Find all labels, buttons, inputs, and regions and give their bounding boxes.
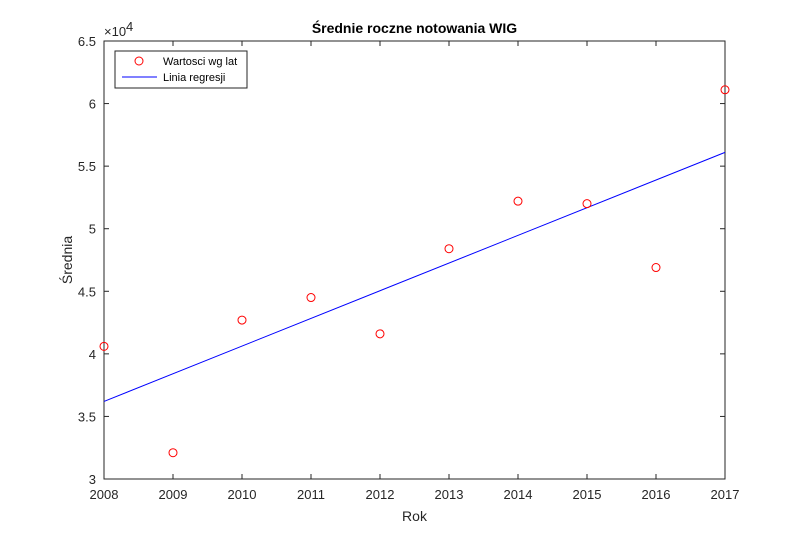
legend-label-points: Wartosci wg lat — [163, 56, 237, 68]
legend-label-regression: Linia regresji — [163, 72, 225, 84]
y-tick-label: 4 — [89, 347, 96, 362]
y-tick-label: 6 — [89, 97, 96, 112]
x-tick-label: 2013 — [435, 487, 464, 502]
y-tick-label: 6.5 — [78, 34, 96, 49]
x-tick-label: 2011 — [297, 487, 325, 502]
data-point — [513, 196, 523, 206]
data-point — [720, 85, 730, 95]
plot-area — [103, 40, 726, 480]
y-tick-label: 3.5 — [78, 409, 96, 424]
data-point — [375, 329, 385, 339]
data-point — [99, 341, 109, 351]
legend-marker-icon — [134, 56, 144, 66]
y-tick-label: 4.5 — [78, 284, 96, 299]
x-tick-label: 2014 — [504, 487, 533, 502]
y-axis-ticks: 3 3.5 4 4.5 5 5.5 6 6.5 — [78, 34, 725, 487]
x-tick-label: 2009 — [159, 487, 188, 502]
data-point — [582, 199, 592, 209]
data-point — [444, 244, 454, 254]
y-tick-label: 5.5 — [78, 159, 96, 174]
x-tick-label: 2008 — [90, 487, 119, 502]
x-tick-label: 2016 — [642, 487, 671, 502]
data-point — [651, 263, 661, 273]
x-tick-label: 2017 — [711, 487, 740, 502]
x-tick-label: 2010 — [228, 487, 257, 502]
exponent-base: ×10 — [104, 24, 126, 39]
series-layer — [99, 85, 730, 458]
legend: Wartosci wg lat Linia regresji — [114, 50, 248, 89]
regression-line — [103, 151, 726, 402]
x-axis-ticks: 2008 2009 2010 2011 2012 2013 2014 2015 2016 2017 — [90, 41, 740, 502]
y-tick-label: 5 — [89, 222, 96, 237]
y-tick-label: 3 — [89, 472, 96, 487]
data-point — [306, 293, 316, 303]
x-axis-label: Rok — [402, 508, 428, 524]
x-tick-label: 2012 — [366, 487, 395, 502]
y-axis-label: Średnia — [58, 236, 75, 284]
data-point — [168, 448, 178, 458]
data-point — [237, 315, 247, 325]
exponent-power: 4 — [126, 19, 133, 34]
chart-title: Średnie roczne notowania WIG — [312, 19, 517, 36]
x-tick-label: 2015 — [573, 487, 602, 502]
y-axis-exponent: ×10 4 — [104, 19, 133, 39]
